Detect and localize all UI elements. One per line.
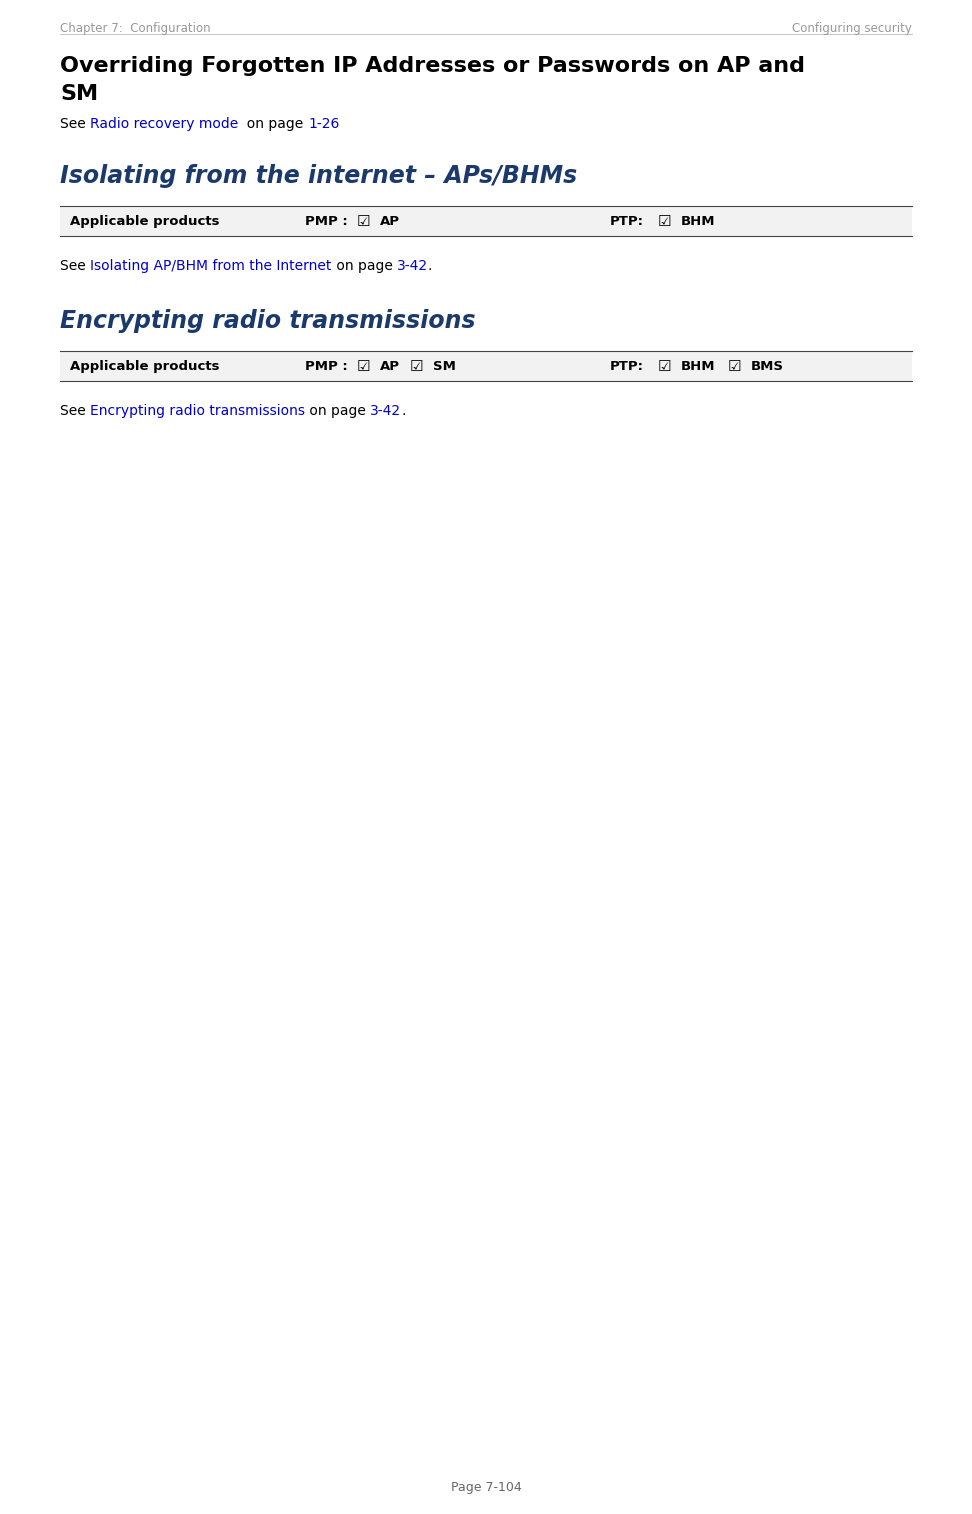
Text: Applicable products: Applicable products <box>70 359 220 372</box>
FancyBboxPatch shape <box>60 206 912 236</box>
Text: Configuring security: Configuring security <box>792 23 912 35</box>
Text: ☑: ☑ <box>357 213 370 229</box>
Text: Radio recovery mode: Radio recovery mode <box>90 117 238 132</box>
Text: on page: on page <box>331 259 397 273</box>
Text: ☑: ☑ <box>410 359 424 374</box>
Text: ☑: ☑ <box>658 359 672 374</box>
Text: AP: AP <box>380 359 400 372</box>
Text: Applicable products: Applicable products <box>70 215 220 227</box>
Text: 3-42: 3-42 <box>397 259 428 273</box>
Text: PMP :: PMP : <box>305 359 348 372</box>
Text: ☑: ☑ <box>357 359 370 374</box>
Text: PTP:: PTP: <box>610 359 644 372</box>
Text: ☑: ☑ <box>658 213 672 229</box>
Text: See: See <box>60 117 90 132</box>
Text: AP: AP <box>380 215 400 227</box>
Text: Encrypting radio transmissions: Encrypting radio transmissions <box>60 309 475 333</box>
FancyBboxPatch shape <box>60 351 912 382</box>
Text: on page: on page <box>305 404 370 418</box>
Text: Overriding Forgotten IP Addresses or Passwords on AP and: Overriding Forgotten IP Addresses or Pas… <box>60 56 805 76</box>
Text: BHM: BHM <box>681 215 715 227</box>
Text: .: . <box>401 404 406 418</box>
Text: SM: SM <box>60 83 98 104</box>
Text: Isolating AP/BHM from the Internet: Isolating AP/BHM from the Internet <box>90 259 331 273</box>
Text: PTP:: PTP: <box>610 215 644 227</box>
Text: See: See <box>60 404 90 418</box>
Text: Chapter 7:  Configuration: Chapter 7: Configuration <box>60 23 211 35</box>
Text: See: See <box>60 259 90 273</box>
Text: ☑: ☑ <box>728 359 742 374</box>
Text: Encrypting radio transmissions: Encrypting radio transmissions <box>90 404 305 418</box>
Text: SM: SM <box>433 359 456 372</box>
Text: BHM: BHM <box>681 359 715 372</box>
Text: .: . <box>428 259 433 273</box>
Text: PMP :: PMP : <box>305 215 348 227</box>
Text: Isolating from the internet – APs/BHMs: Isolating from the internet – APs/BHMs <box>60 164 577 188</box>
Text: Page 7-104: Page 7-104 <box>451 1481 521 1494</box>
Text: 3-42: 3-42 <box>370 404 401 418</box>
Text: on page: on page <box>238 117 308 132</box>
Text: BMS: BMS <box>751 359 784 372</box>
Text: 1-26: 1-26 <box>308 117 339 132</box>
